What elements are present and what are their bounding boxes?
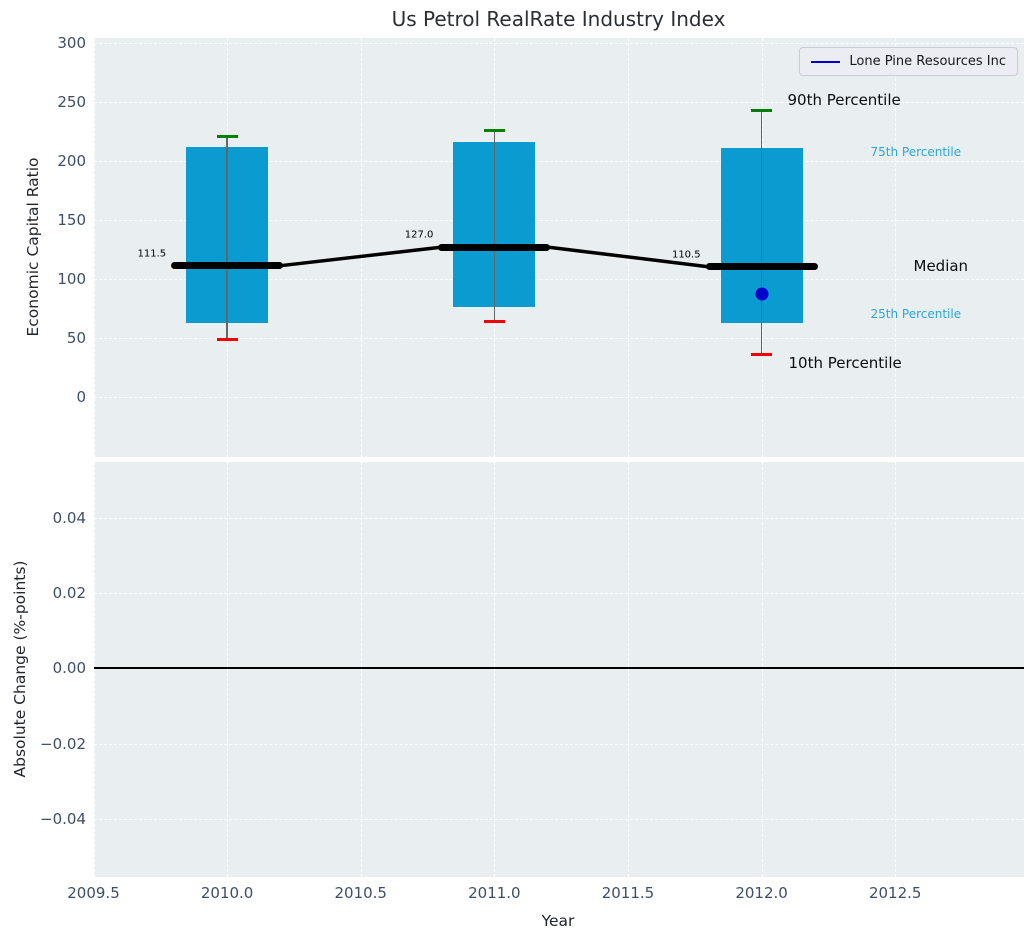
gridline-vertical — [93, 461, 95, 877]
gridline-horizontal — [93, 338, 1024, 340]
median-trend-lines — [279, 245, 710, 269]
y-axis-label-top: Economic Capital Ratio — [24, 157, 42, 337]
y-tick-label: 0 — [76, 388, 86, 407]
y-tick-label: 0.04 — [52, 508, 86, 527]
y-axis-label-bottom: Absolute Change (%-points) — [11, 560, 29, 778]
gridline-vertical — [627, 461, 629, 877]
gridline-vertical — [93, 38, 95, 457]
gridline-horizontal — [93, 397, 1024, 399]
legend-line-sample — [811, 60, 841, 63]
y-tick-label: 250 — [57, 93, 86, 112]
y-tick-label: 200 — [57, 152, 86, 171]
median-line-2011 — [438, 243, 551, 251]
gridline-horizontal — [93, 592, 1024, 594]
whisker-2012 — [760, 110, 763, 355]
gridline-vertical — [360, 461, 362, 877]
x-tick-label: 2012.0 — [735, 884, 788, 902]
p90-cap-2012 — [751, 108, 773, 113]
x-tick-label: 2009.5 — [67, 884, 120, 902]
gridline-horizontal — [93, 818, 1024, 820]
median-connector — [546, 245, 710, 269]
y-tick-label: 50 — [66, 329, 86, 348]
median-line-2012 — [705, 263, 818, 271]
y-tick-label: −0.04 — [40, 809, 86, 828]
x-tick-label: 2012.5 — [868, 884, 922, 902]
median-connector — [279, 245, 443, 268]
gridline-horizontal — [93, 220, 1024, 222]
gridline-vertical — [761, 461, 763, 877]
median-value-label: 127.0 — [404, 229, 434, 241]
y-tick-label: 150 — [57, 211, 86, 230]
gridline-vertical — [627, 38, 629, 457]
gridline-vertical — [895, 38, 897, 457]
median-value-label: 110.5 — [671, 249, 701, 261]
y-tick-label: 0.02 — [52, 583, 86, 602]
y-tick-label: 0.00 — [52, 659, 86, 678]
annotation-median: Median — [913, 257, 969, 275]
p90-cap-2010 — [216, 134, 238, 139]
p10-cap-2010 — [216, 337, 238, 342]
chart-title: Us Petrol RealRate Industry Index — [391, 7, 726, 31]
top-plot-area: 111.5 127.0 110.5 90th Percentile 75th Perce… — [93, 38, 1024, 457]
annotation-90th-percentile: 90th Percentile — [787, 91, 901, 109]
y-tick-label: 300 — [57, 34, 86, 53]
company-data-point — [755, 287, 769, 301]
annotation-25th-percentile: 25th Percentile — [870, 307, 962, 321]
whisker-2010 — [226, 136, 228, 340]
p10-cap-2012 — [751, 352, 773, 357]
annotation-10th-percentile: 10th Percentile — [788, 354, 902, 372]
x-tick-label: 2011.0 — [468, 884, 521, 902]
y-tick-label: 100 — [57, 270, 86, 289]
gridline-vertical — [895, 461, 897, 877]
gridline-horizontal — [93, 517, 1024, 519]
y-tick-label: −0.02 — [40, 734, 86, 753]
gridline-horizontal — [93, 102, 1024, 104]
gridline-vertical — [360, 38, 362, 457]
p90-cap-2011 — [483, 128, 505, 133]
x-tick-label: 2010.5 — [334, 884, 387, 902]
gridline-vertical — [227, 461, 229, 877]
median-line-2010 — [171, 262, 284, 270]
annotation-75th-percentile: 75th Percentile — [870, 145, 962, 159]
gridline-horizontal — [93, 161, 1024, 163]
gridline-horizontal — [93, 279, 1024, 281]
x-axis-label: Year — [541, 912, 575, 930]
legend: Lone Pine Resources Inc — [799, 47, 1018, 76]
bottom-plot-area — [93, 461, 1024, 877]
x-tick-label: 2011.5 — [601, 884, 655, 902]
whisker-2011 — [493, 130, 496, 322]
x-tick-label: 2010.0 — [200, 884, 254, 902]
zero-axhline — [93, 667, 1024, 670]
gridline-vertical — [494, 461, 496, 877]
legend-label: Lone Pine Resources Inc — [849, 54, 1006, 69]
gridline-horizontal — [93, 43, 1024, 45]
gridline-horizontal — [93, 743, 1024, 745]
median-value-label: 111.5 — [137, 248, 167, 260]
p10-cap-2011 — [483, 319, 505, 324]
